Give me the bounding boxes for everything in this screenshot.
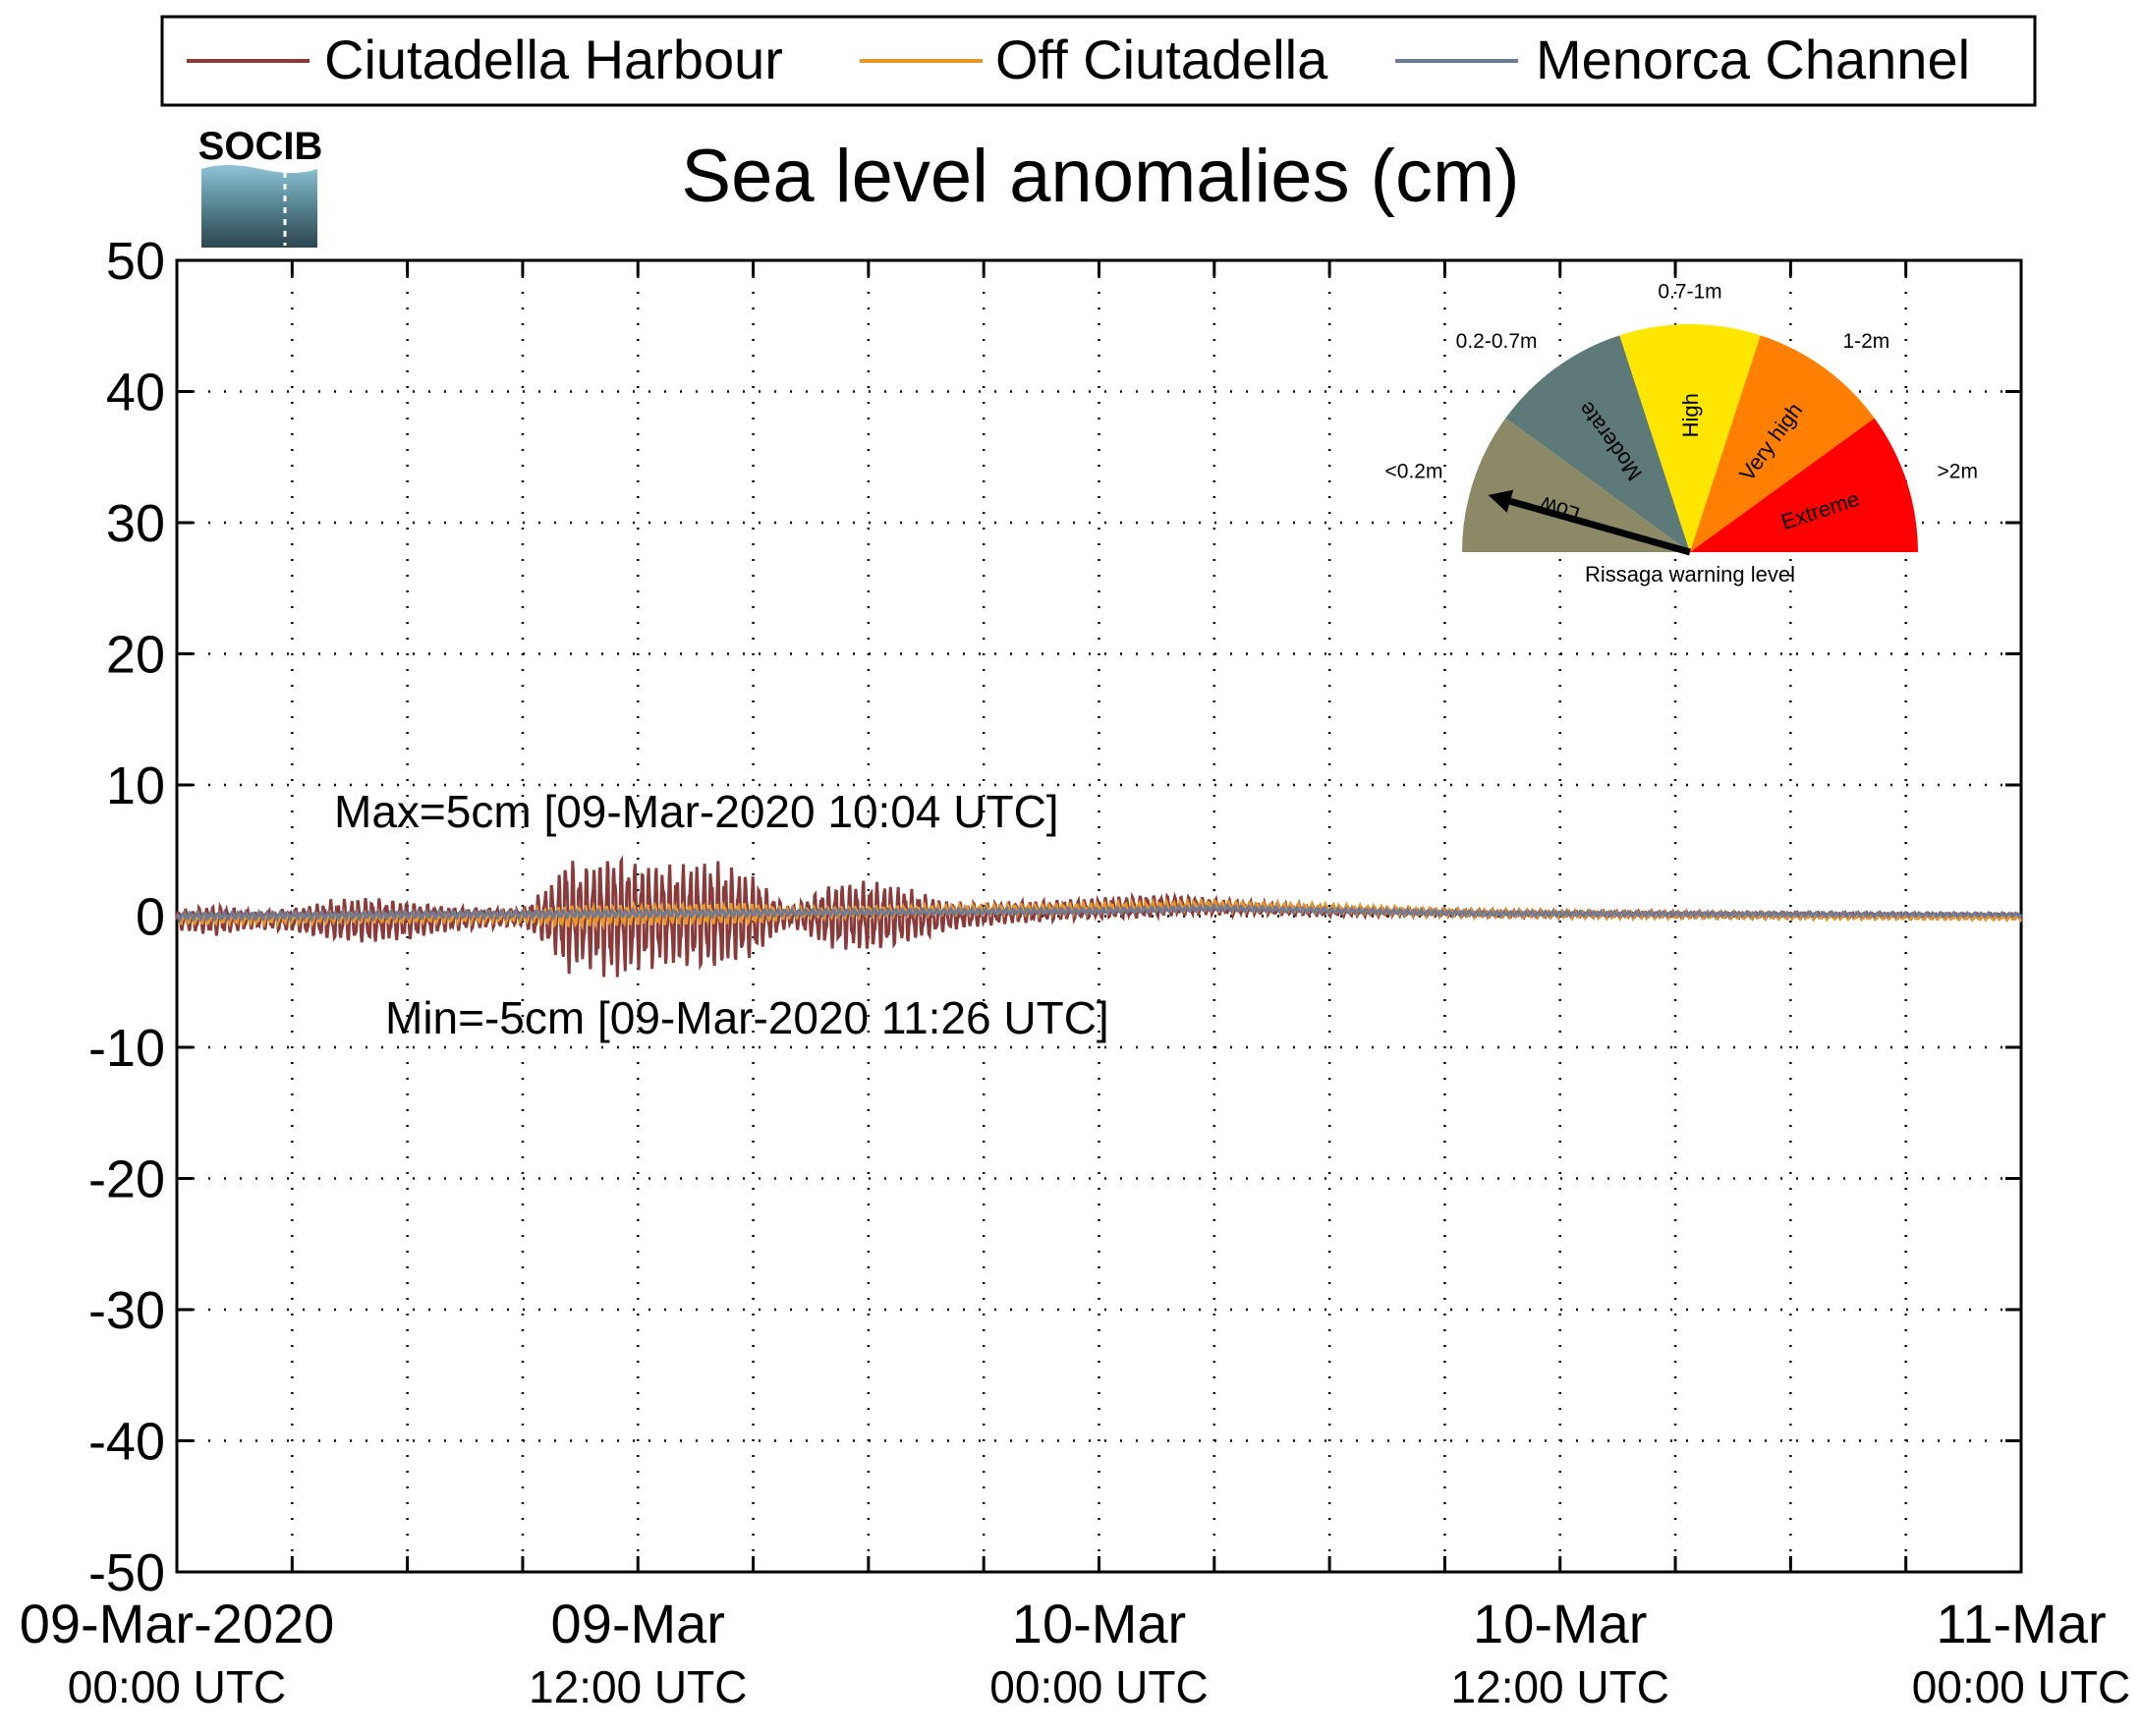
x-tick-label-time: 00:00 UTC [1912,1661,2130,1712]
gauge-range-label: 0.2-0.7m [1456,330,1538,353]
gauge-segment-extreme [1690,418,1918,552]
gauge-range-label: 0.7-1m [1658,281,1721,304]
max-annotation: Max=5cm [09-Mar-2020 10:04 UTC] [334,786,1059,837]
gauge-needle-arrowhead [1488,489,1514,513]
legend-label-off-ciutadella: Off Ciutadella [995,28,1328,90]
y-tick-label: 40 [106,364,165,422]
y-tick-label: 0 [136,888,165,947]
legend: Ciutadella Harbour Off Ciutadella Menorc… [160,15,2037,107]
x-tick-label-date: 11-Mar [1936,1593,2106,1654]
y-tick-label: -30 [88,1281,165,1340]
y-tick-label: -20 [88,1150,165,1209]
logo-wave-icon [201,165,317,248]
series-line-menorca-channel [175,902,2023,924]
gauge-range-label: 1-2m [1842,330,1889,353]
series-layer [175,855,2023,978]
logo-text: SOCIB [198,125,323,168]
x-tick-label-date: 09-Mar [551,1593,725,1654]
gauge-segment-moderate [1505,335,1690,552]
y-tick-label: 50 [106,232,165,291]
y-tick-label: 10 [106,756,165,815]
gauge-needle [1508,497,1691,556]
y-tick-label: -50 [88,1543,165,1602]
x-tick-label-time: 12:00 UTC [1451,1661,1669,1712]
gauge-caption: Rissaga warning level [1585,562,1795,587]
y-tick-label: -10 [88,1019,165,1078]
gauge-segment-very-high [1690,335,1875,552]
x-tick-label-date: 10-Mar [1473,1593,1647,1654]
legend-box [160,15,2037,107]
y-axis: -50 -40 -30 -20 -10 0 10 20 30 40 50 [88,232,2021,1602]
chart-title: Sea level anomalies (cm) [681,135,1519,218]
gauge-range-label: >2m [1938,460,1978,482]
x-tick-label-time: 00:00 UTC [989,1661,1208,1712]
gauge-segment-low [1462,418,1690,552]
min-annotation: Min=-5cm [09-Mar-2020 11:26 UTC] [385,992,1109,1043]
x-tick-label-time: 12:00 UTC [529,1661,747,1712]
gauge-segment-label: High [1678,393,1703,437]
legend-label-menorca-channel: Menorca Channel [1536,28,1970,90]
x-axis: 09-Mar-2020 00:00 UTC 09-Mar 12:00 UTC 10-Ma… [20,1593,2131,1712]
legend-label-ciutadella-harbour: Ciutadella Harbour [324,28,783,90]
y-tick-label: 20 [106,626,165,685]
x-tick-label-time: 00:00 UTC [68,1661,286,1712]
socib-logo: SOCIB [198,125,323,248]
x-tick-label-date: 10-Mar [1012,1593,1186,1654]
gauge-segment-high [1619,324,1761,552]
x-tick-label-date: 09-Mar-2020 [20,1593,335,1654]
grid-lines [177,260,2021,1572]
gauge-range-label: <0.2m [1385,460,1443,482]
y-tick-label: 30 [106,494,165,553]
y-tick-label: -40 [88,1413,165,1472]
